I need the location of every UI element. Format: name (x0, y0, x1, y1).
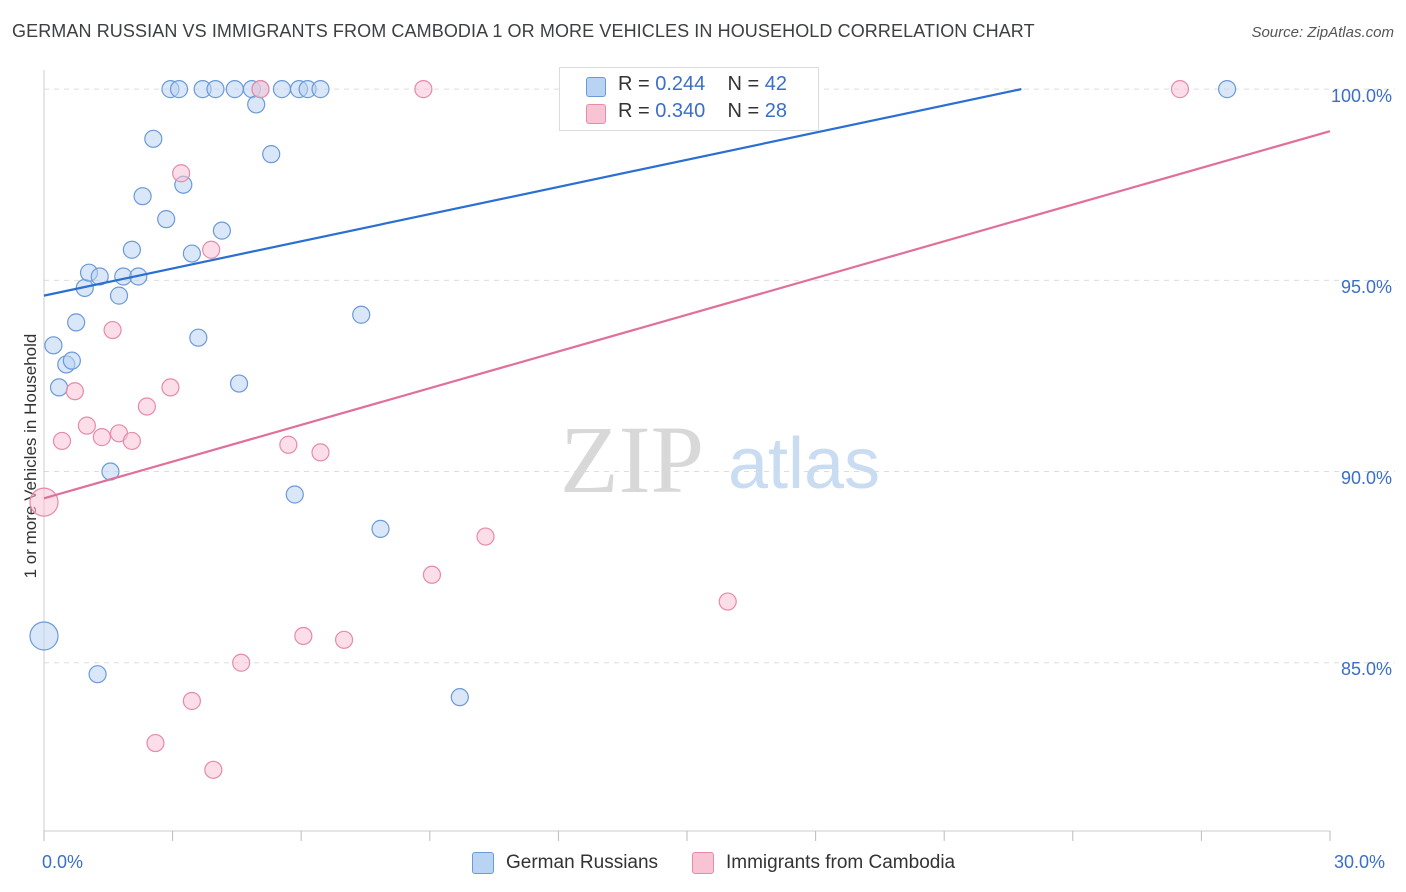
legend-swatch-pink (586, 104, 606, 124)
point-cambodia (29, 487, 59, 517)
watermark-atlas: atlas (728, 424, 880, 504)
trend-line-german-russians (43, 88, 1022, 297)
point-cambodia (251, 80, 270, 99)
point-cambodia (103, 320, 122, 340)
point-german-russians (29, 621, 59, 651)
point-cambodia (311, 443, 330, 462)
point-german-russians (272, 80, 292, 99)
n-label: N = (727, 100, 760, 122)
point-cambodia (204, 760, 223, 779)
point-cambodia (414, 80, 433, 99)
n-value: 42 (764, 73, 788, 95)
point-cambodia (232, 653, 251, 672)
r-value: 0.340 (655, 100, 706, 122)
chart-title: GERMAN RUSSIAN VS IMMIGRANTS FROM CAMBOD… (12, 21, 1035, 41)
legend-label-cambodia: Immigrants from Cambodia (726, 852, 956, 873)
point-cambodia (92, 428, 111, 447)
x-tick-label-max: 30.0% (1334, 852, 1386, 872)
y-tick-label-90: 90.0% (1340, 468, 1392, 488)
r-label: R = (618, 100, 650, 122)
point-german-russians (450, 688, 469, 707)
point-cambodia (294, 626, 313, 646)
point-cambodia (334, 630, 354, 649)
n-value: 28 (764, 100, 788, 122)
y-tick-label-95: 95.0% (1340, 277, 1392, 297)
point-cambodia (172, 164, 191, 183)
point-german-russians (311, 80, 330, 99)
watermark: ZIP atlas (560, 406, 880, 513)
point-cambodia (137, 397, 156, 416)
x-tick-label-min: 0.0% (42, 852, 84, 872)
point-cambodia (122, 431, 141, 451)
point-german-russians (122, 240, 141, 259)
point-german-russians (225, 80, 244, 99)
point-german-russians (133, 187, 152, 206)
point-german-russians (49, 378, 69, 397)
point-german-russians (352, 305, 371, 324)
point-cambodia (279, 435, 298, 454)
point-german-russians (212, 221, 231, 240)
trend-line-cambodia (43, 130, 1331, 500)
watermark-zip: ZIP (560, 406, 704, 513)
point-german-russians (67, 313, 86, 332)
r-value: 0.244 (655, 73, 706, 95)
point-cambodia (161, 378, 180, 397)
point-cambodia (52, 431, 72, 451)
point-german-russians (88, 665, 107, 684)
legend-swatch-blue (586, 77, 606, 97)
point-german-russians (262, 145, 281, 164)
legend-swatch-pink (692, 852, 714, 874)
series-legend: German Russians Immigrants from Cambodia (0, 852, 1406, 878)
point-cambodia (476, 527, 495, 546)
y-tick-label-100: 100.0% (1330, 86, 1392, 106)
point-german-russians (229, 374, 249, 393)
point-german-russians (371, 519, 390, 538)
n-label: N = (727, 73, 760, 95)
point-german-russians (44, 336, 63, 355)
y-tick-label-85: 85.0% (1340, 659, 1392, 679)
point-german-russians (90, 267, 109, 286)
point-german-russians (189, 328, 208, 347)
point-german-russians (285, 485, 304, 504)
stats-legend: R = 0.244 N = 42 R = 0.340 N = 28 (559, 67, 819, 131)
point-cambodia (65, 382, 84, 401)
gridlines (44, 88, 1395, 664)
point-cambodia (422, 565, 442, 584)
point-german-russians (109, 286, 129, 305)
source-credit: Source: ZipAtlas.com (1251, 24, 1394, 41)
point-cambodia (77, 416, 96, 435)
legend-item-german-russians[interactable]: German Russians (472, 852, 658, 874)
point-german-russians (169, 80, 189, 99)
axes (43, 70, 1331, 841)
legend-item-cambodia[interactable]: Immigrants from Cambodia (692, 852, 955, 874)
point-german-russians (1218, 80, 1237, 99)
point-german-russians (206, 80, 225, 99)
legend-label-german-russians: German Russians (506, 852, 659, 873)
point-cambodia (1170, 80, 1190, 99)
point-german-russians (182, 244, 201, 263)
point-german-russians (144, 129, 163, 148)
point-cambodia (202, 240, 221, 259)
r-label: R = (618, 73, 650, 95)
point-cambodia (146, 733, 165, 753)
trend-lines (43, 88, 1331, 500)
point-cambodia (718, 592, 737, 611)
point-german-russians (247, 95, 266, 114)
point-german-russians (62, 351, 81, 370)
legend-swatch-blue (472, 852, 494, 874)
point-german-russians (157, 210, 176, 229)
point-cambodia (182, 691, 201, 711)
